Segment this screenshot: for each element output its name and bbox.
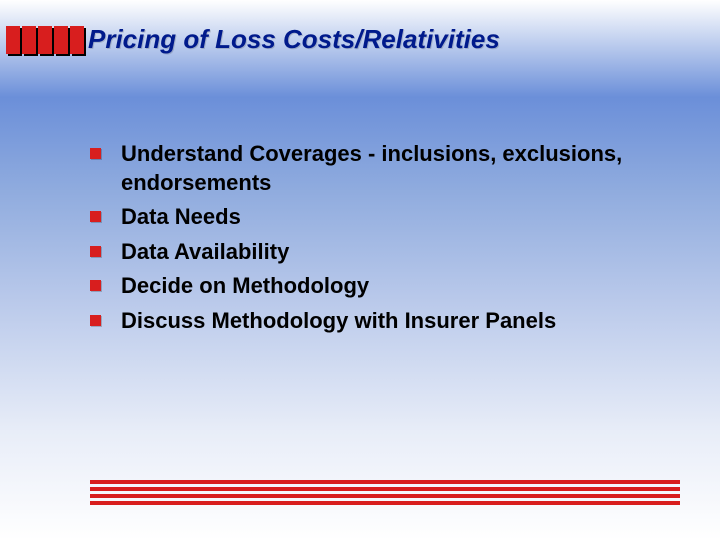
bullet-square-icon [90,315,101,326]
list-item: Understand Coverages - inclusions, exclu… [90,140,680,197]
footer-decoration-lines [90,480,680,508]
slide-title: Pricing of Loss Costs/Relativities [88,24,500,55]
bullet-square-icon [90,211,101,222]
list-item: Decide on Methodology [90,272,680,301]
header-decoration-blocks [6,26,84,54]
header-block [6,26,20,54]
header-block [54,26,68,54]
bullet-text: Data Availability [121,238,289,267]
bullet-list: Understand Coverages - inclusions, exclu… [90,140,680,342]
bullet-text: Discuss Methodology with Insurer Panels [121,307,556,336]
footer-line [90,501,680,505]
header-block [22,26,36,54]
bullet-text: Understand Coverages - inclusions, exclu… [121,140,680,197]
list-item: Data Availability [90,238,680,267]
bullet-square-icon [90,246,101,257]
list-item: Discuss Methodology with Insurer Panels [90,307,680,336]
footer-line [90,480,680,484]
footer-line [90,494,680,498]
bullet-square-icon [90,280,101,291]
footer-line [90,487,680,491]
bullet-text: Data Needs [121,203,241,232]
list-item: Data Needs [90,203,680,232]
bullet-square-icon [90,148,101,159]
header-block [70,26,84,54]
header-block [38,26,52,54]
bullet-text: Decide on Methodology [121,272,369,301]
